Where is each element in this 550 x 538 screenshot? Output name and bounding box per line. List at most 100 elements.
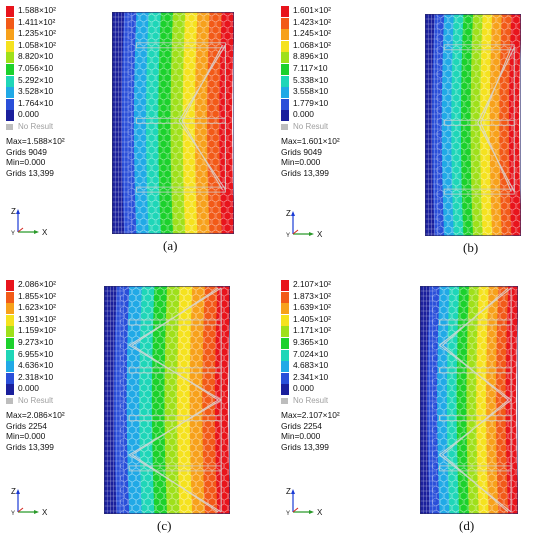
- info-line: Min=0.000: [281, 431, 321, 441]
- legend-value: 0.000: [293, 383, 314, 394]
- legend-value: 0.000: [18, 109, 39, 120]
- legend-entry: 5.338×10: [281, 75, 401, 87]
- legend-entry: 3.558×10: [281, 86, 401, 99]
- info-line: Grids 13,399: [6, 167, 54, 178]
- legend-value: 7.117×10: [293, 63, 328, 73]
- legend-value: 3.558×10: [293, 86, 329, 97]
- legend-entry: 1.588×10²: [6, 5, 126, 17]
- info-line: Max=2.107×10²: [281, 410, 340, 420]
- contour-band: [164, 286, 181, 514]
- legend-value: 9.273×10: [18, 337, 54, 347]
- legend-value: 1.873×10²: [293, 290, 331, 301]
- legend-value: 1.159×10²: [18, 325, 56, 336]
- axis-triad-icon: Z Y X: [11, 207, 48, 236]
- legend-swatch: [281, 17, 289, 29]
- legend-entry: 2.318×10: [6, 371, 126, 384]
- legend-value: 1.068×10²: [293, 39, 331, 50]
- panel-a: 1.588×10² 1.411×10² 1.235×10² 1.058×10² 8.82…: [0, 0, 270, 264]
- legend-value: 1.601×10²: [293, 5, 331, 15]
- no-result-label: No Result: [6, 122, 53, 131]
- legend-swatch: [6, 384, 14, 396]
- legend-entry: 1.391×10²: [6, 313, 126, 326]
- legend-swatch: [6, 338, 14, 349]
- legend-value: 1.423×10²: [293, 16, 331, 27]
- info-line: Max=1.601×10²: [281, 136, 340, 146]
- panel-caption: (c): [157, 518, 172, 533]
- mesh-grid: [112, 12, 234, 234]
- no-result-label: No Result: [6, 396, 53, 405]
- legend-swatch: [6, 326, 14, 338]
- contour-band: [420, 286, 431, 514]
- axis-z-label: Z: [11, 207, 16, 216]
- legend-value: 1.245×10²: [293, 28, 331, 39]
- plot-frame: [112, 12, 234, 234]
- legend-value: 1.623×10²: [18, 302, 56, 313]
- info-line: Grids 2254: [281, 420, 322, 431]
- panel-caption: (a): [163, 238, 178, 253]
- plot-frame: [104, 286, 230, 514]
- legend-entry: 2.086×10²: [6, 279, 126, 291]
- result-info: Max=1.601×10² Grids 9049 Min=0.000 Grids 13…: [281, 136, 340, 178]
- legend-swatch: [281, 52, 289, 64]
- legend-swatch: [281, 384, 289, 396]
- legend-entry: 1.423×10²: [281, 16, 401, 29]
- info-line: Grids 9049: [281, 146, 322, 157]
- axis-y-label: Y: [286, 511, 290, 516]
- legend-entry: 1.779×10: [281, 98, 401, 110]
- legend-swatch: [6, 6, 14, 17]
- legend-swatch: [281, 110, 289, 122]
- legend-entry: 9.273×10: [6, 337, 126, 349]
- legend-value: 6.955×10: [18, 348, 54, 359]
- legend-entry: 0.000: [281, 109, 401, 122]
- legend-value: 8.820×10: [18, 51, 54, 62]
- legend-entry: 4.683×10: [281, 360, 401, 373]
- legend-value: 9.365×10: [293, 337, 329, 347]
- legend-entry: 1.873×10²: [281, 290, 401, 303]
- legend-entry: 1.764×10: [6, 97, 126, 110]
- legend-swatch: [6, 64, 14, 75]
- contour-band: [177, 286, 193, 514]
- info-line: Min=0.000: [6, 431, 46, 441]
- legend-entry: 1.623×10²: [6, 302, 126, 315]
- axis-triad-icon: Z Y X: [11, 487, 48, 516]
- legend-swatch: [281, 98, 289, 110]
- legend-swatch: [6, 52, 14, 64]
- legend-swatch: [6, 110, 14, 122]
- legend-swatch: [6, 349, 14, 361]
- legend-value: 2.107×10²: [293, 279, 331, 289]
- legend-entry: 8.896×10: [281, 51, 401, 64]
- legend-entry: 4.636×10: [6, 360, 126, 373]
- legend-value: 1.764×10: [18, 97, 54, 108]
- panel-d: 2.107×10² 1.873×10² 1.639×10² 1.405×10² 1.17…: [275, 274, 545, 538]
- legend-swatch: [281, 291, 289, 303]
- legend-swatch: [6, 303, 14, 315]
- legend-swatch: [6, 291, 14, 303]
- legend-swatch: [281, 6, 289, 17]
- info-line: Max=1.588×10²: [6, 136, 65, 146]
- legend-entry: 0.000: [281, 383, 401, 396]
- no-result-text: No Result: [18, 122, 54, 131]
- mesh-grid: [104, 286, 230, 514]
- no-result-swatch: [6, 397, 13, 404]
- truss-overlay: [128, 287, 223, 513]
- legend-value: 2.341×10: [293, 371, 329, 382]
- legend-entry: 9.365×10: [281, 337, 401, 349]
- axis-y-label: Y: [11, 231, 15, 236]
- legend-swatch: [6, 280, 14, 291]
- legend-swatch: [6, 75, 14, 87]
- contour-plot: [425, 14, 521, 236]
- legend-value: 2.318×10: [18, 371, 54, 382]
- legend-entry: 2.107×10²: [281, 279, 401, 291]
- info-line: Grids 13,399: [281, 167, 329, 178]
- legend-value: 4.636×10: [18, 360, 54, 371]
- legend-value: 3.528×10: [18, 86, 54, 97]
- legend-value: 1.391×10²: [18, 313, 56, 324]
- axis-z-label: Z: [11, 487, 16, 496]
- legend-swatch: [281, 280, 289, 291]
- mesh-grid: [420, 286, 518, 514]
- axis-x-label: X: [317, 508, 323, 516]
- truss-overlay: [443, 44, 515, 195]
- legend-entry: 1.058×10²: [6, 40, 126, 52]
- axis-triad-icon: Z Y X: [286, 487, 323, 516]
- legend-entry: 3.528×10: [6, 86, 126, 99]
